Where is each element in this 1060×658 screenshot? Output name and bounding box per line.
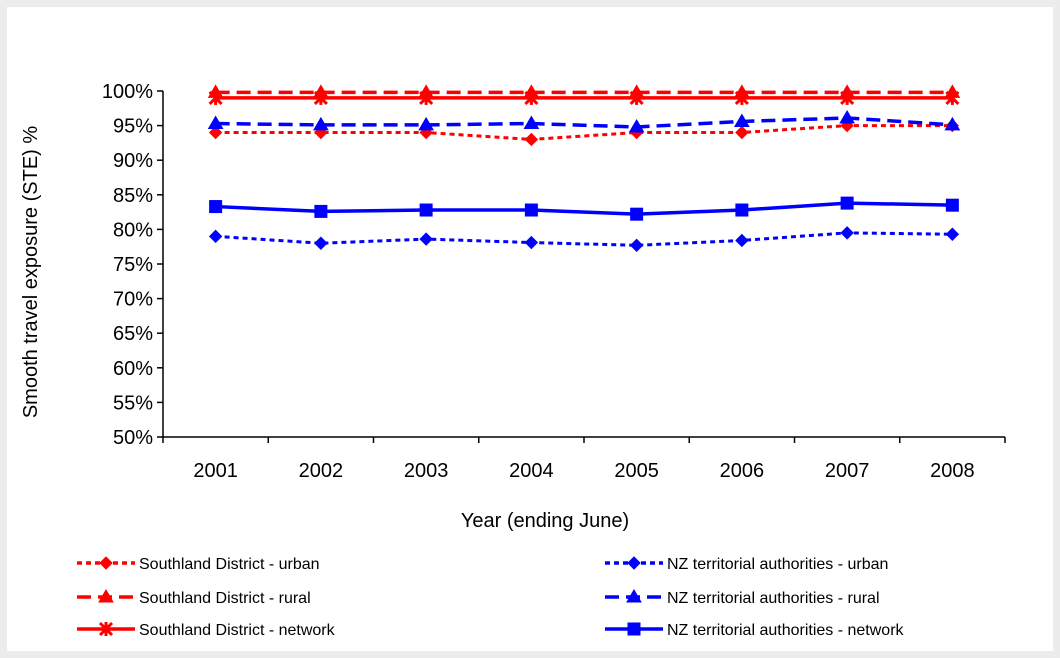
legend-item-0: Southland District - urban <box>77 556 320 573</box>
data-point <box>523 115 540 130</box>
data-point <box>945 90 960 105</box>
legend-item-1: Southland District - rural <box>77 589 311 607</box>
data-point <box>207 115 224 130</box>
x-tick-label: 2001 <box>193 460 238 482</box>
data-point <box>840 90 855 105</box>
series-line <box>215 124 953 141</box>
y-tick-label: 50% <box>113 427 153 449</box>
data-point <box>945 198 959 212</box>
data-point <box>208 125 223 140</box>
data-point <box>208 90 223 105</box>
y-tick-label: 100% <box>102 81 153 103</box>
legend-marker <box>98 589 114 603</box>
y-tick-label: 90% <box>113 150 153 172</box>
data-point <box>524 90 539 105</box>
series-2 <box>208 90 960 105</box>
y-tick-label: 60% <box>113 358 153 380</box>
x-tick-label: 2008 <box>930 460 975 482</box>
legend-item-4: NZ territorial authorities - rural <box>605 589 880 607</box>
data-point <box>734 113 750 127</box>
y-tick-label: 65% <box>113 323 153 345</box>
data-point <box>419 232 433 246</box>
x-tick-label: 2003 <box>404 460 449 482</box>
y-axis: 50% 55% 60% 65% 70% 75% 80% 85% 90% 95% 100% <box>102 81 164 449</box>
data-point <box>209 200 223 214</box>
data-point <box>524 203 538 217</box>
y-tick-label: 80% <box>113 219 153 241</box>
data-point <box>629 238 644 253</box>
legend: Southland District - urban Southland Dist… <box>77 556 905 639</box>
data-point <box>840 196 854 210</box>
data-point <box>735 125 749 140</box>
y-tick-label: 85% <box>113 185 153 207</box>
data-point <box>629 90 644 105</box>
legend-label: Southland District - rural <box>139 590 311 607</box>
y-tick-label: 75% <box>113 254 153 276</box>
x-tick-label: 2004 <box>509 460 554 482</box>
legend-label: Southland District - urban <box>139 556 320 573</box>
legend-item-5: NZ territorial authorities - network <box>605 622 905 639</box>
x-tick-label: 2006 <box>720 460 765 482</box>
data-point <box>735 233 749 248</box>
data-point <box>524 132 539 147</box>
series-line <box>215 231 953 247</box>
data-point <box>839 109 855 124</box>
data-point <box>419 203 433 217</box>
x-tick-label: 2005 <box>614 460 659 482</box>
data-point <box>944 116 961 131</box>
data-point <box>313 116 329 131</box>
y-tick-label: 95% <box>113 116 153 138</box>
legend-marker <box>626 589 642 603</box>
line-chart: 50%55%60%65%70%75%80%85%90%95%100% 2001 2… <box>20 81 1006 639</box>
data-point <box>418 116 434 131</box>
x-tick-label: 2007 <box>825 460 870 482</box>
series-line <box>215 201 953 216</box>
x-axis-title: Year (ending June) <box>461 510 629 532</box>
chart-frame: 50% 55% 60% 65% 70% 75% 80% 85% 90% 95% 100% 2001 2… <box>7 7 1053 651</box>
y-tick-label: 70% <box>113 289 153 311</box>
data-point <box>628 118 645 133</box>
data-point <box>419 90 434 105</box>
data-point <box>313 90 328 105</box>
series-layer <box>207 84 961 253</box>
series-line <box>215 116 953 129</box>
data-point <box>208 229 223 244</box>
series-5 <box>209 196 959 221</box>
data-point <box>945 227 960 241</box>
legend-item-2: Southland District - network <box>77 621 336 639</box>
x-tick-label: 2002 <box>299 460 344 482</box>
legend-item-3: NZ territorial authorities - urban <box>605 556 888 573</box>
x-axis: 2001 2002 2003 2004 2005 2006 2007 2008 <box>162 436 1006 482</box>
data-point <box>734 90 749 105</box>
data-point <box>840 226 854 240</box>
data-point <box>314 236 328 250</box>
legend-label: NZ territorial authorities - urban <box>667 556 888 573</box>
legend-marker <box>99 556 113 570</box>
series-3 <box>208 226 960 253</box>
legend-marker <box>627 622 641 636</box>
data-point <box>524 235 539 250</box>
data-point <box>735 203 749 217</box>
legend-label: NZ territorial authorities - network <box>667 622 905 639</box>
data-point <box>630 207 644 221</box>
legend-marker <box>627 556 641 570</box>
legend-marker <box>98 621 114 637</box>
data-point <box>314 204 328 218</box>
legend-label: NZ territorial authorities - rural <box>667 590 880 607</box>
y-axis-title: Smooth travel exposure (STE) % <box>20 126 42 419</box>
series-4 <box>207 109 961 133</box>
y-tick-label: 55% <box>113 392 153 414</box>
legend-label: Southland District - network <box>139 622 336 639</box>
